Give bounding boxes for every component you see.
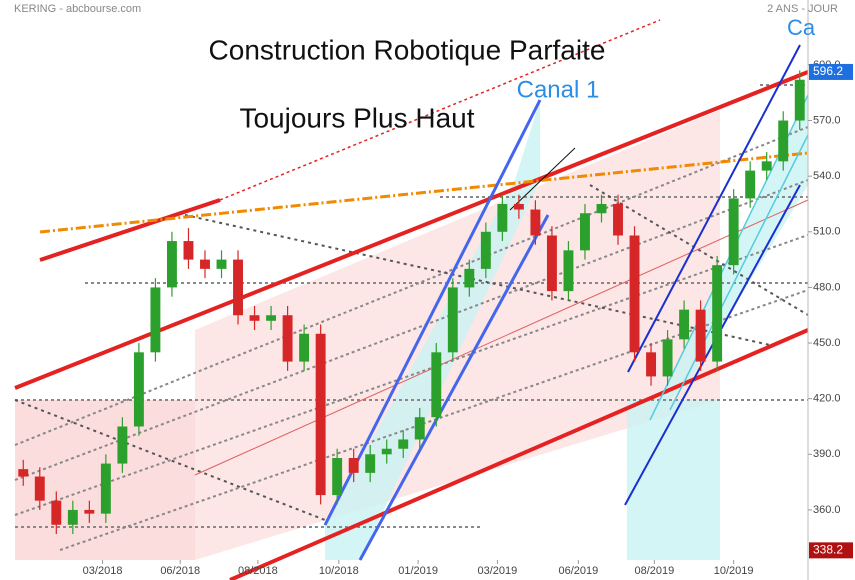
candle-body [695,309,706,362]
header-right: 2 ANS - JOUR [767,3,838,15]
channel-line [194,199,809,476]
guide [14,126,809,446]
candle-body [414,417,425,440]
x-tick-label: 06/2018 [160,565,200,577]
price-tag-label: 596.2 [813,64,843,78]
candle-body [18,469,29,477]
candle-body [398,439,409,449]
shade [627,400,720,560]
candle-body [34,476,45,501]
annotation: Toujours Plus Haut [239,102,474,133]
candle-body [100,463,111,514]
candle-body [299,333,310,362]
canal-line [323,99,542,526]
candle-body [464,268,475,288]
candle-body [150,287,161,353]
candle-body [51,500,62,525]
resistance-line [39,151,809,234]
candle-body [530,209,541,236]
candles [18,70,805,535]
candle-body [365,454,376,473]
candle-body [183,241,194,260]
x-tick-label: 03/2018 [83,565,123,577]
guide [14,234,809,516]
candle-body [381,448,392,455]
candle-body [480,231,491,269]
channel-line [229,328,809,580]
candle-body [778,120,789,162]
x-tick-label: 06/2019 [558,565,598,577]
x-tick-label: 08/2018 [238,565,278,577]
candle-body [629,235,640,353]
guide [589,184,809,316]
guide [184,214,771,346]
annotation: Canal 1 [517,76,600,103]
candle-body [84,509,95,514]
canal-line [669,134,809,411]
candle-body [282,315,293,362]
candle-body [133,352,144,427]
candle-body [712,265,723,362]
y-tick-label: 390.0 [813,448,841,460]
price-tag [809,542,853,559]
y-tick-label: 420.0 [813,393,841,405]
x-tick-label: 08/2019 [634,565,674,577]
annotation: Ca [787,15,816,40]
candle-body [761,161,772,171]
header-left: KERING - abcbourse.com [14,3,141,15]
candle-body [200,259,210,269]
candle-body [332,458,343,496]
y-tick-label: 540.0 [813,170,841,182]
candle-body [563,250,574,292]
shade [325,100,540,560]
candle-body [580,213,590,251]
y-tick-label: 360.0 [813,504,841,516]
candle-body [67,509,78,525]
candle-body [662,339,673,377]
annotation: Construction Robotique Parfaite [209,34,606,65]
candle-body [233,259,243,316]
x-tick-label: 03/2019 [478,565,518,577]
x-tick-label: 10/2019 [714,565,754,577]
candle-body [646,352,657,377]
candle-body [431,352,442,418]
price-tag-label: 338.2 [813,543,843,557]
trend-line [509,147,576,211]
candle-body [728,198,739,266]
candle-body [348,458,359,473]
y-tick-label: 480.0 [813,281,841,293]
candle-body [249,315,260,321]
canal-line [358,214,550,561]
canal-line [627,44,801,373]
candle-body [546,235,557,292]
x-tick-label: 10/2018 [319,565,359,577]
candle-body [613,203,623,236]
candle-body [794,79,805,121]
candle-body [513,203,524,210]
candle-body [447,287,458,353]
candle-body [266,315,277,321]
candle-body [497,203,508,232]
candle-body [166,241,177,288]
candle-body [216,259,227,269]
candle-body [745,170,756,199]
y-tick-label: 570.0 [813,114,841,126]
candle-body [679,309,690,340]
price-tag [809,63,853,80]
candle-body [315,333,326,496]
channel-line [219,19,661,201]
y-tick-label: 510.0 [813,226,841,238]
y-tick-label: 450.0 [813,337,841,349]
candle-body [117,426,128,464]
channel-line [14,70,809,390]
axis-panel [808,0,855,580]
x-tick-label: 01/2019 [398,565,438,577]
candle-body [596,203,607,214]
channel-line [39,198,221,262]
